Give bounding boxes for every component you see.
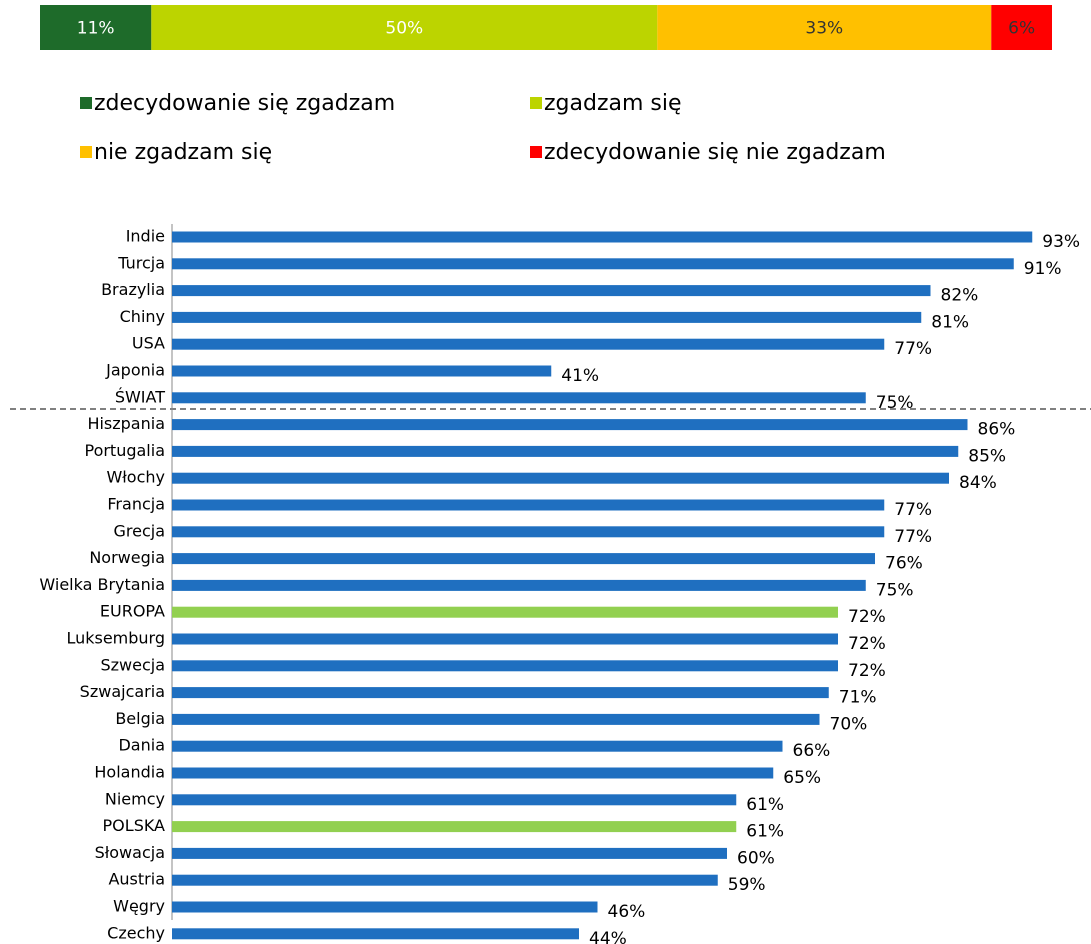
y-tick-label: Wielka Brytania — [39, 575, 165, 594]
bar — [172, 660, 838, 672]
bar — [172, 847, 727, 859]
y-tick-label: Indie — [126, 227, 165, 246]
value-label: 93% — [1042, 232, 1080, 252]
bar — [172, 606, 838, 618]
y-tick-label: Norwegia — [89, 548, 165, 567]
value-label: 76% — [885, 554, 923, 574]
bar — [172, 713, 820, 725]
value-label: 61% — [746, 822, 784, 842]
bar — [172, 794, 737, 806]
bar — [172, 285, 931, 297]
value-label: 86% — [978, 420, 1016, 440]
value-label: 72% — [848, 607, 886, 627]
value-label: 72% — [848, 634, 886, 654]
bar — [172, 365, 552, 377]
bar — [172, 392, 866, 404]
y-tick-label: Holandia — [94, 763, 165, 782]
y-tick-label: Dania — [118, 736, 165, 755]
segment-label: 33% — [805, 19, 843, 39]
y-tick-label: Luksemburg — [66, 629, 165, 648]
value-label: 77% — [894, 339, 932, 359]
y-tick-label: Słowacja — [95, 843, 165, 862]
bar — [172, 526, 885, 538]
bar — [172, 553, 875, 565]
legend-label: zdecydowanie się zgadzam — [94, 91, 395, 116]
value-label: 77% — [894, 527, 932, 547]
legend-swatch — [530, 97, 542, 109]
value-label: 70% — [830, 714, 868, 734]
y-tick-label: Grecja — [113, 521, 165, 540]
legend-swatch — [80, 146, 92, 158]
value-label: 71% — [839, 688, 877, 708]
y-tick-label: Czechy — [107, 923, 165, 942]
segment-label: 6% — [1008, 19, 1035, 39]
bar — [172, 579, 866, 591]
bar — [172, 419, 968, 431]
segment-label: 11% — [77, 19, 115, 39]
y-tick-label: Brazylia — [101, 280, 165, 299]
value-label: 77% — [894, 500, 932, 520]
bar — [172, 499, 885, 511]
legend-label: zgadzam się — [544, 91, 682, 116]
value-label: 72% — [848, 661, 886, 681]
y-tick-label: Japonia — [105, 361, 165, 380]
value-label: 46% — [608, 902, 646, 922]
bar — [172, 472, 949, 484]
bar — [172, 231, 1033, 243]
segment — [151, 5, 658, 50]
bar — [172, 740, 783, 752]
value-label: 82% — [941, 286, 979, 306]
segment — [40, 5, 152, 50]
legend-label: nie zgadzam się — [94, 140, 272, 165]
bar — [172, 687, 829, 699]
y-tick-label: Włochy — [106, 468, 165, 487]
bar — [172, 767, 774, 779]
bar — [172, 311, 922, 323]
y-tick-label: Portugalia — [84, 441, 165, 460]
value-label: 44% — [589, 929, 627, 944]
value-label: 81% — [931, 312, 969, 332]
segment — [657, 5, 992, 50]
value-label: 60% — [737, 848, 775, 868]
value-label: 41% — [561, 366, 599, 386]
y-tick-label: Francja — [107, 495, 165, 514]
legend-swatch — [530, 146, 542, 158]
value-label: 85% — [968, 446, 1006, 466]
y-tick-label: Szwecja — [100, 655, 165, 674]
value-label: 65% — [783, 768, 821, 788]
y-tick-label: Austria — [108, 870, 165, 889]
segment — [991, 5, 1052, 50]
value-label: 75% — [876, 580, 914, 600]
y-tick-label: Hiszpania — [87, 414, 165, 433]
bar — [172, 445, 959, 457]
value-label: 66% — [793, 741, 831, 761]
y-tick-label: Chiny — [120, 307, 165, 326]
value-label: 61% — [746, 795, 784, 815]
y-tick-label: Węgry — [113, 897, 165, 916]
y-tick-label: Turcja — [117, 253, 165, 272]
legend-label: zdecydowanie się nie zgadzam — [544, 140, 886, 165]
value-label: 75% — [876, 393, 914, 413]
bar — [172, 928, 579, 940]
legend-swatch — [80, 97, 92, 109]
bar — [172, 633, 838, 645]
bar — [172, 821, 737, 833]
segment-label: 50% — [385, 19, 423, 39]
value-label: 84% — [959, 473, 997, 493]
y-tick-label: Belgia — [115, 709, 165, 728]
value-label: 59% — [728, 875, 766, 895]
value-label: 91% — [1024, 259, 1062, 279]
bar — [172, 258, 1014, 270]
bar — [172, 874, 718, 886]
bar — [172, 338, 885, 350]
y-tick-label: POLSKA — [103, 816, 166, 835]
y-tick-label: ŚWIAT — [115, 387, 165, 406]
y-tick-label: USA — [132, 334, 165, 353]
y-tick-label: Szwajcaria — [80, 682, 165, 701]
y-tick-label: Niemcy — [105, 789, 165, 808]
y-tick-label: EUROPA — [100, 602, 165, 621]
bar — [172, 901, 598, 913]
